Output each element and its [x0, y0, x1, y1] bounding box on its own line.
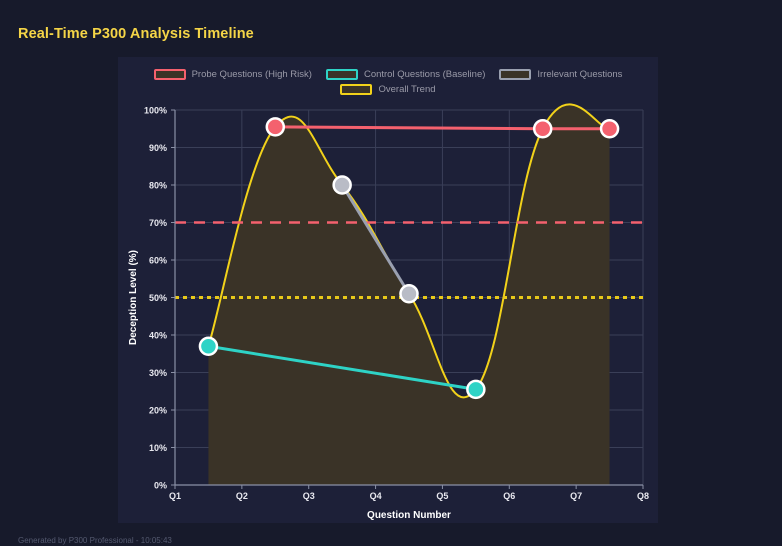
y-tick-label: 10% — [149, 443, 167, 453]
legend-swatch-control — [325, 69, 358, 80]
legend-label-control: Control Questions (Baseline) — [363, 69, 486, 80]
legend-swatch-overall-trend — [340, 84, 373, 95]
legend-label-overall-trend: Overall Trend — [378, 84, 436, 95]
data-point-irrelevant[interactable] — [332, 175, 352, 195]
legend-item-probe[interactable]: Probe Questions (High Risk) — [153, 69, 312, 80]
x-tick-label: Q1 — [169, 491, 181, 501]
legend-label-probe: Probe Questions (High Risk) — [191, 69, 312, 80]
legend-swatch-irrelevant — [499, 69, 532, 80]
data-point-probe[interactable] — [599, 119, 620, 139]
y-tick-label: 70% — [149, 218, 167, 228]
plot-area: 0% 10% 20% 30% 40% 50% 60% 70% 80% 90% 100% Q1 Q2 Q3 Q… — [118, 57, 658, 523]
data-point-probe[interactable] — [265, 117, 286, 137]
x-tick-label: Q4 — [370, 491, 382, 501]
x-tick-label: Q5 — [436, 491, 448, 501]
x-tick-label: Q3 — [303, 491, 315, 501]
x-tick-label: Q2 — [236, 491, 248, 501]
chart-legend: Probe Questions (High Risk) Control Ques… — [118, 69, 658, 95]
page-title: Real-Time P300 Analysis Timeline — [18, 26, 254, 42]
y-tick-label: 30% — [149, 368, 167, 378]
y-tick-label: 90% — [149, 143, 167, 153]
footer-text: Generated by P300 Professional - 10:05:4… — [18, 536, 172, 545]
data-point-probe[interactable] — [532, 119, 553, 139]
legend-item-overall-trend[interactable]: Overall Trend — [340, 84, 436, 95]
y-tick-label: 20% — [149, 406, 167, 416]
data-point-control[interactable] — [466, 379, 486, 400]
legend-item-irrelevant[interactable]: Irrelevant Questions — [499, 69, 622, 80]
data-point-irrelevant[interactable] — [399, 284, 419, 304]
y-tick-label: 60% — [149, 256, 167, 266]
x-axis-title: Question Number — [367, 510, 451, 521]
legend-item-control[interactable]: Control Questions (Baseline) — [325, 69, 486, 80]
series-line-control — [206, 344, 478, 391]
chart-svg: 0% 10% 20% 30% 40% 50% 60% 70% 80% 90% 100% Q1 Q2 Q3 Q… — [128, 103, 649, 521]
x-tick-label: Q8 — [637, 491, 649, 501]
y-axis-title: Deception Level (%) — [128, 250, 139, 345]
data-point-control[interactable] — [198, 336, 219, 356]
x-tick-label: Q6 — [503, 491, 515, 501]
y-tick-label: 0% — [154, 481, 167, 491]
series-line-irrelevant — [340, 183, 411, 296]
legend-swatch-probe — [153, 69, 186, 80]
y-tick-label: 80% — [149, 181, 167, 191]
y-tick-label: 40% — [149, 331, 167, 341]
chart-panel: Probe Questions (High Risk) Control Ques… — [118, 57, 658, 523]
y-tick-label: 50% — [149, 293, 167, 303]
legend-label-irrelevant: Irrelevant Questions — [537, 69, 623, 80]
y-tick-label: 100% — [144, 106, 167, 116]
x-tick-label: Q7 — [570, 491, 582, 501]
